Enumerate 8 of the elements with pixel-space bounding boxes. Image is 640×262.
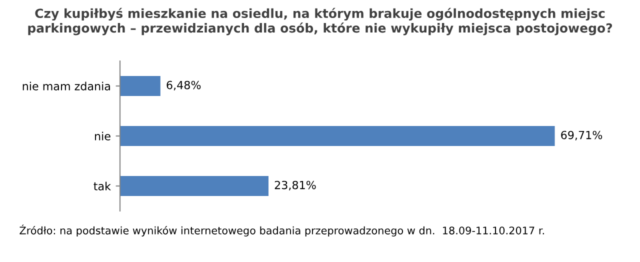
y-tick-label: nie xyxy=(95,132,110,140)
data-label: 69,71% xyxy=(561,130,602,140)
text: Źródło: na podstawie wyników internetowego badania przeprowadzonego w dn. 18.09-11.10.2017 r. xyxy=(20,224,544,236)
y-tick-label: nie mam zdania xyxy=(22,82,110,90)
chart-title: Czy kupiłbyś mieszkanie na osiedlu, na którym brakuje ogólnodostępnych miejsc parkingowych – przewidzianych dla osób, które nie wykupiły miejsca postojowego? xyxy=(28,8,612,36)
data-label: 23,81% xyxy=(274,180,316,190)
data-label: 6,48% xyxy=(166,80,201,90)
y-tick-label: tak xyxy=(94,182,111,190)
